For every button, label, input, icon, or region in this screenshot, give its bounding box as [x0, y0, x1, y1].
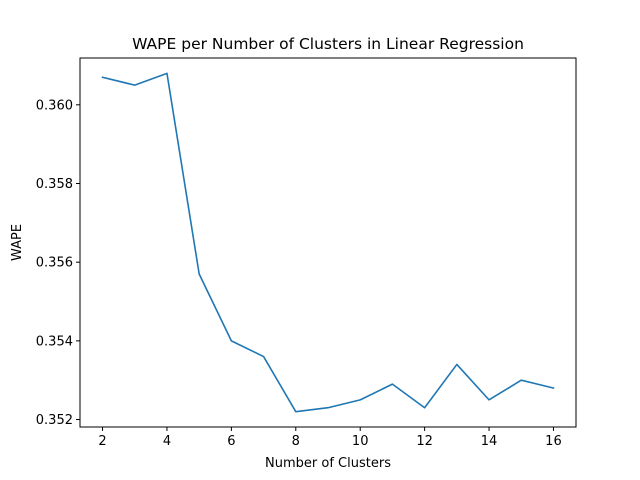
- plot-area: [79, 57, 577, 428]
- y-tick-label: 0.356: [36, 256, 73, 271]
- chart-title: WAPE per Number of Clusters in Linear Re…: [132, 35, 524, 53]
- x-tick-label: 6: [227, 434, 235, 449]
- x-tick-label: 12: [416, 434, 433, 449]
- y-tick-label: 0.358: [36, 177, 73, 192]
- x-tick-label: 14: [481, 434, 498, 449]
- y-tick-label: 0.360: [36, 98, 73, 113]
- x-tick-label: 16: [545, 434, 562, 449]
- plot-frame: [79, 57, 577, 428]
- y-axis-label: WAPE: [10, 224, 25, 261]
- x-tick-label: 8: [292, 434, 300, 449]
- series-layer: [101, 72, 555, 413]
- y-axis: 0.352 0.354 0.356 0.358 0.360: [36, 98, 80, 428]
- x-axis: 2 4 6 8 10 12 14 16: [98, 427, 562, 449]
- x-tick-label: 10: [352, 434, 369, 449]
- x-tick-label: 4: [163, 434, 171, 449]
- y-tick-label: 0.354: [36, 334, 73, 349]
- x-tick-label: 2: [98, 434, 106, 449]
- y-tick-label: 0.352: [36, 413, 73, 428]
- x-axis-label: Number of Clusters: [265, 456, 391, 471]
